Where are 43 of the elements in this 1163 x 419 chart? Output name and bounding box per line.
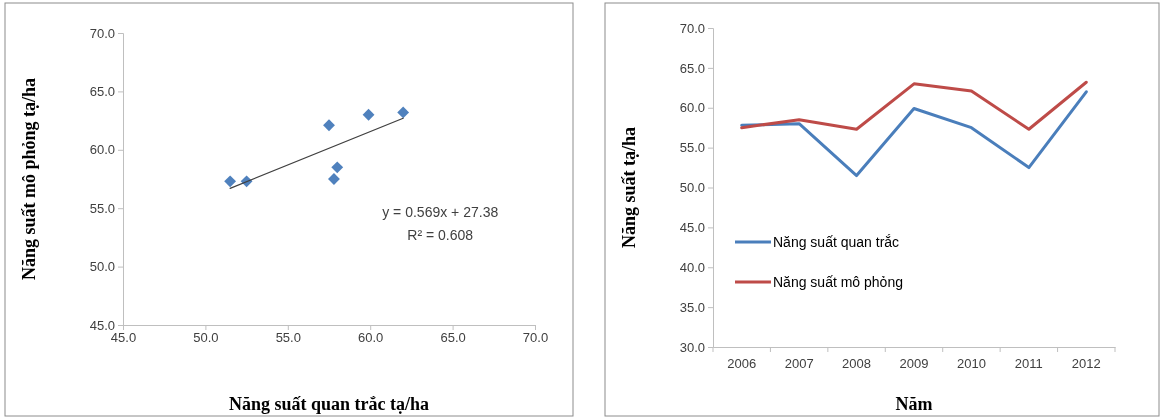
x-tick-label: 2009 [899, 356, 929, 372]
y-tick-label: 70.0 [679, 20, 705, 36]
x-tick-label: 45.0 [110, 330, 137, 346]
x-tick-label: 70.0 [522, 330, 549, 346]
y-tick-label: 60.0 [89, 142, 115, 158]
x-tick-label: 55.0 [275, 330, 301, 346]
point [323, 119, 335, 132]
x-tick-label: 65.0 [440, 330, 466, 346]
y-tick-label: 45.0 [679, 220, 705, 236]
x-tick-label: 2011 [1014, 356, 1043, 372]
x-tick-label: 2006 [727, 356, 757, 372]
point [362, 108, 375, 121]
point [331, 161, 344, 174]
y-tick-label: 55.0 [679, 140, 705, 156]
point [397, 106, 410, 119]
x-tick-label: 50.0 [193, 330, 219, 346]
y-tick-label: 55.0 [89, 200, 115, 216]
x-axis-title: Năng suất quan trắc tạ/ha [228, 394, 430, 414]
x-tick-label: 2008 [842, 356, 872, 372]
x-axis-title: Năm [895, 394, 933, 414]
line-series [740, 90, 1088, 178]
annotation: R² = 0.608 [407, 226, 474, 243]
x-tick-label: 60.0 [358, 330, 384, 346]
y-tick-label: 45.0 [89, 317, 115, 333]
x-tick-label: 2007 [784, 356, 814, 372]
y-axis-title: Năng suất tạ/ha [619, 126, 639, 249]
x-tick-label: 2012 [1071, 356, 1101, 372]
y-tick-label: 65.0 [89, 84, 115, 100]
y-tick-label: 50.0 [679, 180, 705, 196]
y-tick-label: 30.0 [679, 339, 705, 355]
line-series [740, 80, 1088, 131]
y-tick-label: 60.0 [679, 100, 705, 116]
point [224, 175, 237, 188]
annotation: y = 0.569x + 27.38 [382, 203, 499, 220]
y-tick-label: 70.0 [89, 25, 115, 41]
y-tick-label: 35.0 [679, 299, 705, 315]
y-axis-title: Năng suất mô phỏng tạ/ha [19, 77, 39, 281]
y-tick-label: 40.0 [679, 259, 705, 275]
y-tick-label: 50.0 [89, 259, 115, 275]
legend-label: Năng suất mô phỏng [773, 274, 903, 290]
x-tick-label: 2010 [956, 356, 986, 372]
legend-label: Năng suất quan trắc [773, 234, 900, 250]
y-tick-label: 65.0 [679, 60, 705, 76]
